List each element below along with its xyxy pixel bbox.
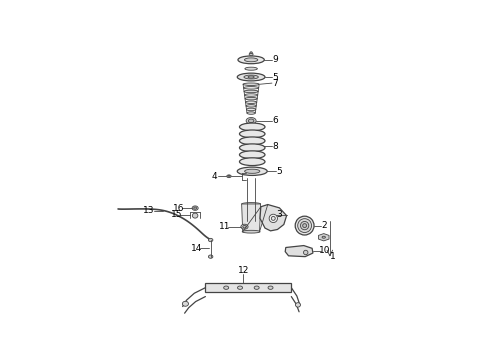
Ellipse shape [271,216,275,220]
Ellipse shape [243,83,259,85]
Ellipse shape [223,286,229,289]
Ellipse shape [244,90,258,93]
Ellipse shape [247,112,255,114]
Ellipse shape [246,105,256,107]
Text: 9: 9 [272,55,278,64]
Text: 12: 12 [238,266,249,275]
Ellipse shape [246,108,256,111]
Text: 14: 14 [191,244,202,253]
Ellipse shape [295,216,314,235]
Ellipse shape [268,286,273,289]
Polygon shape [260,204,287,231]
Ellipse shape [192,206,198,210]
Ellipse shape [244,87,259,89]
Ellipse shape [248,76,254,78]
Ellipse shape [241,224,248,229]
Ellipse shape [245,169,260,174]
Text: 10: 10 [319,246,330,255]
Ellipse shape [303,224,307,228]
Text: 5: 5 [276,167,282,176]
Ellipse shape [303,250,308,255]
Ellipse shape [245,67,257,70]
Ellipse shape [193,213,198,218]
Ellipse shape [182,301,189,306]
Ellipse shape [240,144,265,152]
Ellipse shape [248,119,254,123]
Ellipse shape [300,221,309,230]
Text: 7: 7 [272,78,278,87]
Text: 15: 15 [171,210,182,219]
Ellipse shape [194,207,196,209]
Ellipse shape [295,303,300,307]
Polygon shape [285,246,313,257]
Text: 13: 13 [144,206,155,215]
Ellipse shape [208,255,213,258]
Text: 3: 3 [276,210,282,219]
Text: 6: 6 [272,116,278,125]
Ellipse shape [254,286,259,289]
Polygon shape [242,204,261,232]
Polygon shape [318,234,329,241]
Ellipse shape [228,175,230,177]
Text: 5: 5 [272,72,278,81]
Ellipse shape [245,94,258,96]
Ellipse shape [240,123,265,131]
Ellipse shape [237,73,265,81]
Text: 1: 1 [330,252,336,261]
Ellipse shape [242,203,261,205]
Ellipse shape [246,117,256,124]
Ellipse shape [237,167,267,175]
Ellipse shape [244,75,258,79]
Ellipse shape [250,52,252,53]
Ellipse shape [240,158,265,166]
Ellipse shape [243,225,246,228]
Ellipse shape [249,53,253,56]
Ellipse shape [240,151,265,159]
Ellipse shape [245,101,257,103]
Ellipse shape [245,58,258,62]
Ellipse shape [269,214,277,222]
Text: 16: 16 [173,204,184,213]
Ellipse shape [208,238,213,242]
Ellipse shape [238,56,264,64]
Ellipse shape [240,137,265,145]
Ellipse shape [298,219,312,233]
Ellipse shape [245,98,257,100]
Text: 11: 11 [220,222,231,231]
Polygon shape [205,283,292,292]
Ellipse shape [240,130,265,138]
Ellipse shape [242,230,260,233]
Text: 8: 8 [272,142,278,151]
Ellipse shape [238,286,243,289]
Text: 2: 2 [321,221,327,230]
Text: 4: 4 [212,172,218,181]
Ellipse shape [227,175,231,177]
Ellipse shape [322,236,325,238]
